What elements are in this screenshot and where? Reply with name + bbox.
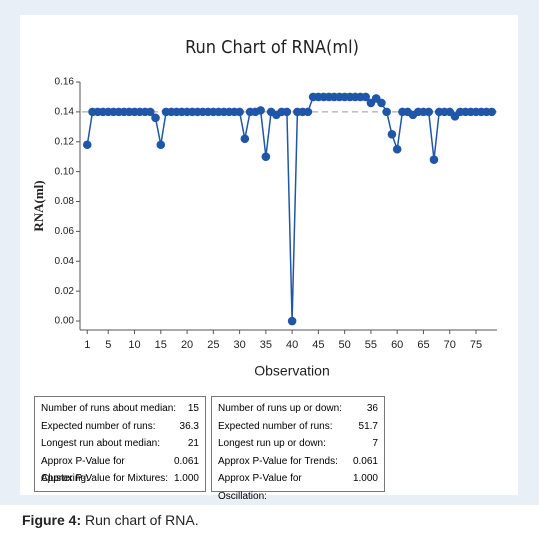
x-tick-label: 50 bbox=[339, 339, 351, 351]
stats-row: Longest run up or down: 7 bbox=[218, 435, 378, 453]
stat-value: 1.000 bbox=[173, 473, 199, 484]
stats-row: Expected number of runs: 51.7 bbox=[218, 418, 378, 436]
point bbox=[287, 316, 297, 326]
x-tick-label: 45 bbox=[312, 339, 324, 351]
x-tick-label: 35 bbox=[260, 339, 272, 351]
stat-label: Approx P-Value for Clustering: bbox=[41, 455, 125, 485]
caption-text: Run chart of RNA. bbox=[85, 512, 199, 528]
stat-value: 36.3 bbox=[179, 420, 199, 432]
point bbox=[151, 113, 160, 123]
x-tick-label: 5 bbox=[105, 339, 111, 351]
x-tick-label: 55 bbox=[365, 339, 377, 351]
stats-row: Number of runs about median: 15 bbox=[41, 400, 199, 418]
stat-value: 51.7 bbox=[358, 420, 378, 432]
stat-label: Longest run about median: bbox=[41, 438, 160, 449]
x-tick-label: 15 bbox=[155, 339, 167, 351]
x-tick-label: 40 bbox=[286, 339, 298, 351]
stat-label: Approx P-Value for Oscillation: bbox=[218, 473, 302, 502]
y-tick-label: 0.16 bbox=[55, 77, 75, 88]
x-axis-label: Observation bbox=[254, 363, 329, 379]
point bbox=[235, 107, 244, 117]
stat-value: 15 bbox=[187, 403, 199, 414]
stat-value: 0.061 bbox=[173, 455, 199, 467]
y-tick-label: 0.00 bbox=[55, 316, 75, 327]
point bbox=[156, 140, 166, 150]
stats-row: Approx P-Value for Mixtures: 1.000 bbox=[41, 470, 199, 488]
stat-value: 7 bbox=[372, 438, 378, 449]
point bbox=[377, 98, 386, 108]
point bbox=[145, 107, 155, 117]
caption-label: Figure 4: bbox=[22, 512, 82, 528]
point bbox=[240, 134, 250, 144]
stat-value: 1.000 bbox=[352, 473, 378, 484]
stats-row: Approx P-Value for Clustering: 0.061 bbox=[41, 453, 199, 485]
y-tick-label: 0.02 bbox=[55, 286, 75, 297]
y-tick-label: 0.12 bbox=[55, 136, 75, 147]
x-tick-label: 30 bbox=[233, 339, 245, 351]
y-tick-label: 0.10 bbox=[55, 166, 75, 177]
y-tick-label: 0.04 bbox=[55, 256, 75, 267]
x-tick-label: 20 bbox=[181, 339, 193, 351]
stats-row: Number of runs up or down: 36 bbox=[218, 400, 378, 418]
y-tick-label: 0.08 bbox=[55, 196, 75, 207]
point bbox=[256, 106, 265, 115]
stat-value: 0.061 bbox=[352, 455, 378, 467]
stat-label: Expected number of runs: bbox=[218, 420, 333, 432]
stat-label: Approx P-Value for Mixtures: bbox=[41, 473, 169, 484]
point bbox=[392, 144, 402, 154]
x-tick-label: 10 bbox=[128, 339, 140, 351]
stat-value: 21 bbox=[187, 438, 199, 449]
stat-label: Approx P-Value for Trends: bbox=[218, 455, 338, 467]
stat-value: 36 bbox=[366, 403, 378, 414]
stats-row: Expected number of runs: 36.3 bbox=[41, 418, 199, 436]
point bbox=[82, 140, 92, 150]
point bbox=[282, 107, 292, 117]
stats-box: Number of runs about median: 15 Expected n… bbox=[34, 396, 206, 492]
stats-row: Approx P-Value for Oscillation: 1.000 bbox=[218, 470, 378, 502]
y-tick-label: 0.14 bbox=[55, 107, 75, 118]
chart-title: Run Chart of RNA(ml) bbox=[185, 37, 359, 58]
stat-label: Expected number of runs: bbox=[41, 420, 156, 432]
y-axis-label: RNA(ml) bbox=[31, 180, 46, 231]
point bbox=[361, 92, 370, 102]
point bbox=[387, 129, 397, 139]
point bbox=[303, 107, 313, 117]
point bbox=[429, 155, 439, 164]
stat-label: Number of runs up or down: bbox=[218, 403, 342, 414]
stats-box: Number of runs up or down: 36 Expected num… bbox=[211, 396, 385, 502]
x-tick-label: 70 bbox=[444, 339, 456, 351]
x-tick-label: 25 bbox=[207, 339, 219, 351]
y-tick-label: 0.06 bbox=[55, 226, 75, 237]
x-tick-label: 1 bbox=[84, 339, 90, 351]
stats-row: Longest run about median: 21 bbox=[41, 435, 199, 453]
point bbox=[424, 107, 434, 117]
point bbox=[261, 152, 271, 161]
stat-label: Longest run up or down: bbox=[218, 438, 326, 449]
x-tick-label: 60 bbox=[391, 339, 403, 351]
stat-label: Number of runs about median: bbox=[41, 403, 177, 414]
x-tick-label: 75 bbox=[470, 339, 482, 351]
stats-row: Approx P-Value for Trends: 0.061 bbox=[218, 453, 378, 471]
point bbox=[382, 107, 391, 117]
caption: Figure 4: Run chart of RNA. bbox=[22, 512, 199, 528]
x-tick-label: 65 bbox=[417, 339, 429, 351]
point bbox=[487, 107, 497, 117]
